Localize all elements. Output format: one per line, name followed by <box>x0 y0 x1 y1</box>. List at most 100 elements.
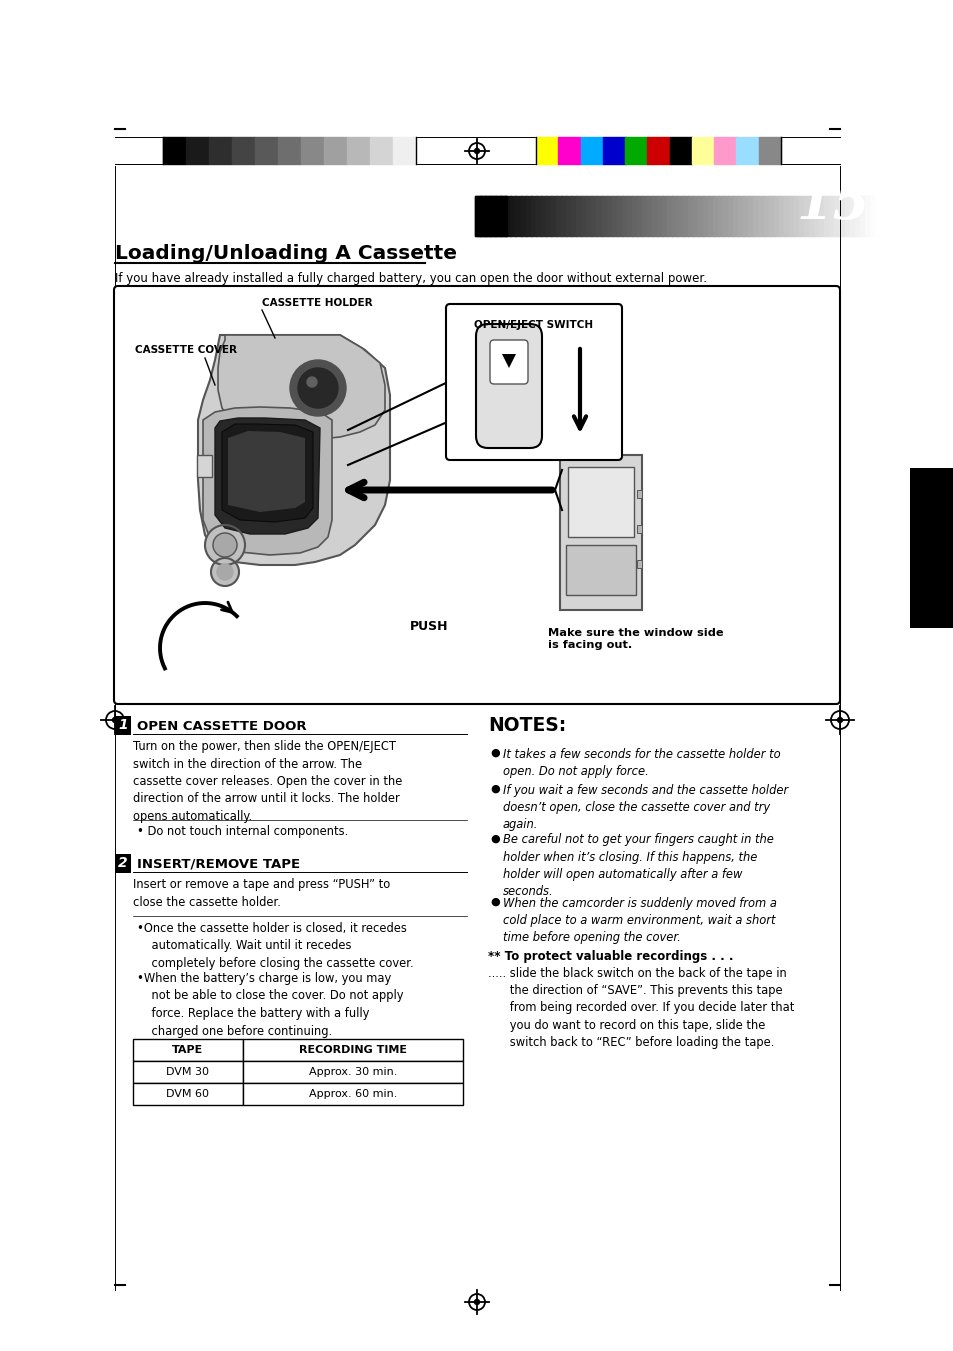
Text: Be careful not to get your fingers caught in the
holder when it’s closing. If th: Be careful not to get your fingers caugh… <box>502 834 773 898</box>
Bar <box>687 196 693 236</box>
Bar <box>243 1039 462 1061</box>
Bar <box>132 1084 243 1105</box>
Bar <box>186 136 210 163</box>
Bar <box>580 196 587 236</box>
Bar <box>909 467 953 628</box>
Bar <box>681 196 688 236</box>
Text: It takes a few seconds for the cassette holder to
open. Do not apply force.: It takes a few seconds for the cassette … <box>502 748 780 778</box>
Text: ** To protect valuable recordings . . .: ** To protect valuable recordings . . . <box>488 950 733 963</box>
Bar <box>692 196 698 236</box>
Bar <box>669 136 692 163</box>
Text: •Once the cassette holder is closed, it recedes
    automatically. Wait until it: •Once the cassette holder is closed, it … <box>137 921 414 970</box>
Bar <box>702 196 708 236</box>
Bar <box>733 196 739 236</box>
Bar <box>515 196 521 236</box>
Polygon shape <box>198 335 390 565</box>
Bar <box>736 136 759 163</box>
Text: If you wait a few seconds and the cassette holder
doesn’t open, close the casset: If you wait a few seconds and the casset… <box>502 784 787 831</box>
Bar <box>567 467 634 536</box>
Text: Approx. 60 min.: Approx. 60 min. <box>309 1089 396 1098</box>
Text: RECORDING TIME: RECORDING TIME <box>298 1046 407 1055</box>
Polygon shape <box>203 407 332 555</box>
Circle shape <box>211 558 239 586</box>
Bar <box>530 196 537 236</box>
Bar <box>758 196 763 236</box>
Bar <box>132 1039 243 1061</box>
Bar <box>652 196 658 236</box>
Bar <box>718 196 723 236</box>
Bar <box>576 196 581 236</box>
Bar <box>864 196 870 236</box>
Bar <box>626 196 632 236</box>
Bar <box>854 196 860 236</box>
Bar <box>819 196 824 236</box>
FancyBboxPatch shape <box>490 340 527 384</box>
Bar <box>551 196 557 236</box>
Text: OPEN CASSETTE DOOR: OPEN CASSETTE DOOR <box>137 720 306 732</box>
Bar <box>823 196 829 236</box>
Bar <box>580 136 602 163</box>
Bar <box>691 136 714 163</box>
Text: DVM 60: DVM 60 <box>167 1089 210 1098</box>
Polygon shape <box>214 417 319 534</box>
Bar <box>758 136 781 163</box>
Bar <box>839 196 844 236</box>
Text: INSERT/REMOVE TAPE: INSERT/REMOVE TAPE <box>137 858 300 870</box>
Bar <box>637 196 642 236</box>
Bar <box>611 196 618 236</box>
Polygon shape <box>501 354 516 367</box>
Bar <box>209 136 233 163</box>
Bar <box>803 196 809 236</box>
Bar <box>859 196 865 236</box>
Circle shape <box>205 526 245 565</box>
Bar <box>834 196 840 236</box>
Bar <box>560 196 566 236</box>
Bar <box>602 136 625 163</box>
Text: NOTES:: NOTES: <box>488 716 566 735</box>
Bar <box>667 196 673 236</box>
Text: Make sure the window side
is facing out.: Make sure the window side is facing out. <box>547 628 723 650</box>
Polygon shape <box>222 424 313 521</box>
Bar <box>637 490 641 499</box>
Bar <box>485 196 491 236</box>
Bar <box>510 196 516 236</box>
Bar <box>621 196 627 236</box>
Text: 15: 15 <box>796 178 869 230</box>
Text: When the camcorder is suddenly moved from a
cold place to a warm environment, wa: When the camcorder is suddenly moved fro… <box>502 897 776 944</box>
Bar <box>813 196 820 236</box>
Bar <box>565 544 636 594</box>
Bar <box>475 196 507 236</box>
Bar <box>677 196 683 236</box>
Bar <box>606 196 612 236</box>
Text: DVM 30: DVM 30 <box>167 1067 210 1077</box>
Text: Insert or remove a tape and press “PUSH” to
close the cassette holder.: Insert or remove a tape and press “PUSH”… <box>132 878 390 908</box>
Bar <box>707 196 713 236</box>
Bar <box>525 196 531 236</box>
FancyBboxPatch shape <box>113 286 840 704</box>
Bar <box>565 196 572 236</box>
Bar <box>657 196 662 236</box>
Bar <box>793 196 800 236</box>
Text: ●: ● <box>490 784 499 794</box>
Circle shape <box>112 717 117 723</box>
Bar <box>243 1084 462 1105</box>
Polygon shape <box>218 335 385 440</box>
Bar <box>505 196 511 236</box>
Bar <box>773 196 779 236</box>
Bar <box>714 136 736 163</box>
Bar <box>475 196 480 236</box>
Bar <box>347 136 370 163</box>
Bar <box>712 196 719 236</box>
Bar <box>536 136 558 163</box>
Circle shape <box>474 149 479 154</box>
Bar <box>843 196 850 236</box>
Bar <box>742 196 749 236</box>
Bar <box>163 136 186 163</box>
Bar <box>641 196 647 236</box>
Bar <box>738 196 743 236</box>
Bar <box>520 196 526 236</box>
Bar <box>393 136 416 163</box>
Circle shape <box>213 534 236 557</box>
Bar <box>778 196 784 236</box>
Bar <box>558 136 580 163</box>
